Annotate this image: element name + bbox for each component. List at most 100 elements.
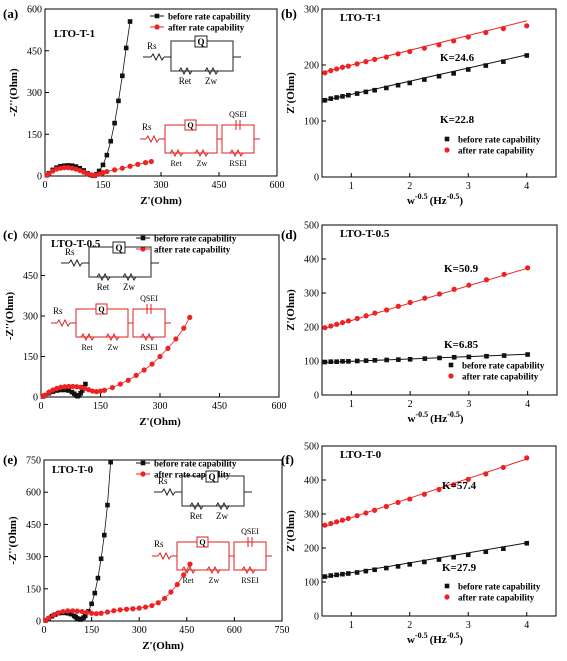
data-point — [98, 556, 104, 562]
data-point — [78, 390, 83, 396]
data-point — [500, 26, 506, 32]
data-point — [46, 171, 52, 177]
data-point — [46, 389, 52, 395]
y-tick-label: 0 — [314, 391, 319, 402]
legend-label: before rate capability — [154, 459, 237, 469]
y-axis-label: -Z''(Ohm) — [4, 292, 16, 341]
data-point — [322, 325, 328, 331]
red-circuit-qsei-label: QSEI — [241, 527, 259, 536]
data-point — [465, 34, 471, 40]
y-axis-label: -Z''(Ohm) — [7, 516, 19, 565]
y-tick-label: 450 — [23, 271, 38, 282]
red-circuit-q-element — [196, 536, 209, 548]
data-point — [437, 355, 442, 361]
sample-label: LTO-T-0.5 — [51, 238, 101, 250]
x-tick-label: 1 — [349, 399, 354, 410]
red-circuit-rs-resistor — [157, 551, 172, 561]
data-point — [501, 271, 507, 277]
data-point — [157, 353, 163, 360]
data-point — [149, 361, 155, 367]
data-point — [54, 166, 60, 172]
y-tick-label: 600 — [26, 488, 41, 499]
x-tick-label: 3 — [466, 181, 471, 192]
x-tick-label: 3 — [466, 620, 471, 631]
data-point — [421, 491, 427, 497]
x-tick-label: 750 — [275, 625, 290, 636]
data-point — [340, 94, 345, 99]
data-point — [123, 45, 129, 51]
red-circuit-ret-label: Ret — [170, 159, 182, 168]
red-circuit-ret-resistor — [169, 148, 184, 158]
y-tick-label: 200 — [304, 323, 319, 334]
data-point — [79, 608, 85, 615]
data-point — [384, 307, 390, 313]
data-point — [407, 299, 413, 306]
black-circuit-q-label: Q — [197, 37, 204, 47]
black-circuit-q-element — [112, 241, 126, 254]
y-tick-label: 0 — [36, 617, 41, 628]
data-point — [161, 595, 168, 602]
data-point — [436, 73, 442, 79]
red-circuit-ret-resistor — [181, 565, 196, 575]
data-point — [148, 158, 154, 165]
y-tick-label: 150 — [27, 130, 42, 141]
red-circuit-q-label: Q — [199, 538, 205, 547]
red-circuit-q-label: Q — [98, 305, 104, 314]
black-circuit-zw-label: Zw — [205, 76, 217, 86]
legend-swatch — [444, 594, 450, 600]
red-circuit-rsei-label: RSEI — [241, 576, 259, 585]
x-tick-label: 450 — [212, 180, 227, 191]
y-tick-label: 500 — [304, 221, 319, 232]
black-circuit-rs-resistor — [161, 487, 176, 497]
y-axis-label: Z'(Ohm) — [285, 510, 297, 552]
data-point — [372, 567, 377, 573]
x-tick-label: 1 — [349, 181, 354, 192]
data-point — [524, 455, 530, 461]
data-point — [127, 19, 133, 24]
y-tick-label: 300 — [304, 510, 319, 521]
red-circuit: Rs Q Ret Zw QSEI RSEI — [51, 294, 171, 352]
black-circuit-zw-element — [122, 272, 137, 282]
data-point — [334, 66, 340, 72]
data-point — [363, 59, 369, 65]
y-tick-label: 450 — [26, 520, 41, 531]
legend-label: after rate capability — [154, 245, 231, 255]
data-point — [395, 82, 401, 88]
y-tick-label: 150 — [26, 584, 41, 595]
red-circuit-q-label: Q — [187, 121, 193, 130]
y-tick-label: 300 — [304, 5, 319, 16]
data-point — [346, 359, 351, 364]
data-point — [334, 321, 340, 327]
x-tick-label: 150 — [84, 625, 99, 636]
y-tick-label: 100 — [304, 117, 319, 128]
x-tick-label: 4 — [524, 181, 529, 192]
data-point — [97, 388, 104, 394]
data-point — [422, 77, 427, 82]
data-point — [436, 486, 442, 493]
data-point — [100, 162, 106, 168]
series-after — [322, 23, 530, 76]
red-circuit-rs-resistor — [145, 134, 160, 144]
red-circuit-loop2 — [233, 541, 267, 571]
data-point — [322, 359, 328, 365]
sample-label: LTO-T-0 — [340, 449, 382, 461]
data-point — [345, 515, 351, 522]
data-point — [395, 51, 401, 57]
red-circuit-q-element — [184, 119, 197, 131]
legend-swatch — [444, 136, 450, 142]
data-point — [354, 358, 360, 364]
y-tick-label: 600 — [23, 231, 38, 242]
data-point — [525, 352, 530, 357]
data-point — [328, 68, 334, 74]
data-point — [112, 167, 118, 173]
x-axis-label: Z'(Ohm) — [142, 640, 184, 652]
panel-a: (a) LTO-T-1 0 150 300 450 600 0 150 300 450 600 Z'(O… — [3, 5, 285, 208]
data-point — [328, 96, 334, 101]
data-point — [451, 554, 456, 560]
x-tick-label: 0 — [42, 625, 47, 636]
black-circuit: Rs Q Ret Zw — [154, 470, 252, 521]
data-point — [108, 138, 114, 144]
y-tick-label: 0 — [37, 172, 42, 183]
x-axis-label: w-0.5 (Hz-0.5) — [407, 631, 463, 646]
